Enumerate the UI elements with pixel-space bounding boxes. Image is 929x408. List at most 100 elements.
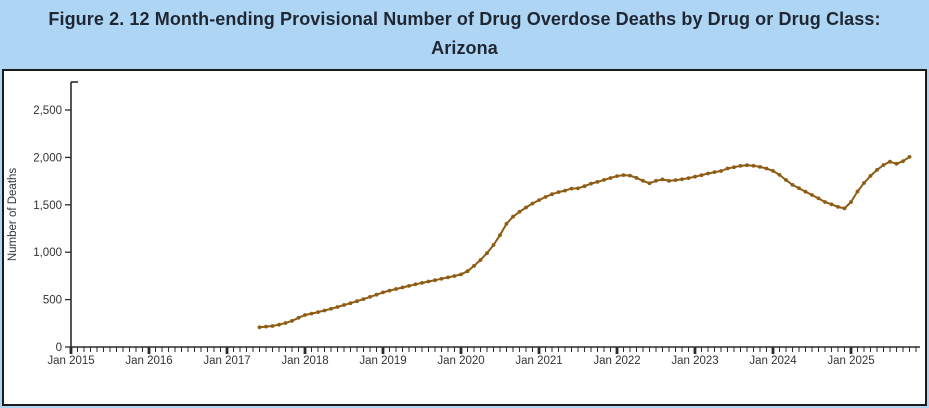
- data-point: [732, 165, 736, 170]
- data-point: [433, 278, 437, 283]
- x-major-tick: [381, 347, 385, 354]
- data-point: [595, 180, 600, 184]
- y-tick-label: 1,000: [33, 247, 62, 259]
- data-point: [524, 205, 528, 210]
- data-point: [712, 170, 717, 174]
- data-point: [777, 173, 782, 177]
- data-point: [907, 155, 912, 159]
- data-point: [719, 169, 723, 173]
- data-point: [797, 186, 801, 191]
- x-major-tick: [225, 347, 229, 354]
- data-point: [829, 202, 834, 207]
- data-point: [316, 310, 320, 314]
- data-point: [355, 299, 359, 304]
- x-major-tick: [69, 347, 73, 354]
- data-point: [751, 163, 756, 168]
- data-point: [901, 159, 905, 164]
- y-axis: 0 500 1,000 1,500 2,000 2,500: [33, 105, 71, 354]
- data-point: [303, 313, 307, 317]
- data-point: [322, 308, 327, 313]
- data-point: [855, 189, 860, 194]
- data-point: [862, 181, 866, 185]
- data-point: [478, 258, 483, 262]
- x-tick-label: Jan 2015: [47, 355, 94, 367]
- x-tick-label: Jan 2021: [515, 355, 562, 367]
- data-point: [452, 274, 457, 278]
- data-point: [498, 233, 502, 238]
- data-point: [381, 290, 385, 295]
- data-point: [530, 201, 535, 206]
- x-major-tick: [615, 347, 619, 354]
- data-point: [556, 190, 561, 194]
- data-point: [654, 178, 658, 183]
- data-point: [868, 174, 873, 178]
- y-axis-title: Number of Deaths: [7, 168, 19, 262]
- data-point: [465, 269, 470, 274]
- data-point: [875, 168, 879, 172]
- data-point: [446, 275, 450, 280]
- data-point: [342, 303, 346, 307]
- data-point: [816, 196, 821, 201]
- x-major-tick: [771, 347, 775, 354]
- x-major-tick: [693, 347, 697, 354]
- data-point: [368, 295, 372, 299]
- data-point: [270, 324, 275, 328]
- data-point: [511, 214, 515, 219]
- data-point: [628, 173, 632, 178]
- data-point: [888, 159, 892, 164]
- data-point: [543, 195, 548, 199]
- data-point: [608, 176, 613, 180]
- data-point: [615, 174, 619, 178]
- data-point: [764, 166, 769, 171]
- data-point: [407, 284, 411, 288]
- data-point: [413, 282, 418, 287]
- data-point: [504, 221, 509, 226]
- y-tick-label: 1,500: [33, 200, 62, 212]
- data-point: [576, 186, 580, 191]
- data-point: [680, 177, 684, 182]
- x-major-tick: [147, 347, 151, 354]
- data-point: [257, 325, 262, 330]
- data-point: [790, 183, 795, 187]
- data-point: [706, 171, 710, 176]
- data-point: [803, 189, 808, 194]
- data-point: [283, 321, 288, 325]
- data-point: [641, 178, 645, 183]
- data-point: [296, 315, 301, 320]
- data-point: [693, 174, 697, 179]
- x-tick-label: Jan 2017: [203, 355, 250, 367]
- data-point: [569, 186, 574, 191]
- figure-title: Figure 2. 12 Month-ending Provisional Nu…: [48, 8, 881, 58]
- data-point: [784, 178, 788, 182]
- data-point: [537, 198, 541, 202]
- data-point: [420, 281, 424, 285]
- data-point: [745, 163, 749, 168]
- data-point: [426, 279, 431, 284]
- x-major-tick: [849, 347, 853, 354]
- y-tick-label: 0: [56, 342, 62, 354]
- x-major-tick: [303, 347, 307, 354]
- data-point: [699, 173, 704, 178]
- data-point: [387, 288, 392, 293]
- data-point: [589, 181, 593, 186]
- chart-panel: 0 500 1,000 1,500 2,000 2,500 Jan 2015 Jan 2016…: [2, 69, 927, 406]
- x-tick-label: Jan 2022: [593, 355, 640, 367]
- data-point: [823, 200, 827, 204]
- data-point: [348, 301, 353, 306]
- data-point: [738, 164, 743, 168]
- x-axis: Jan 2015 Jan 2016 Jan 2017 Jan 2018 Jan 2019…: [47, 347, 917, 367]
- x-tick-label: Jan 2024: [749, 355, 797, 367]
- data-point: [491, 243, 496, 247]
- data-point: [374, 292, 379, 297]
- y-tick-label: 500: [43, 295, 62, 307]
- data-point: [485, 251, 489, 256]
- data-point: [550, 192, 554, 197]
- data-point: [647, 181, 652, 186]
- data-point: [517, 209, 522, 214]
- data-point: [400, 285, 405, 290]
- data-point: [563, 188, 567, 193]
- data-point: [894, 161, 899, 166]
- x-tick-label: Jan 2019: [359, 355, 406, 367]
- data-point: [309, 311, 314, 316]
